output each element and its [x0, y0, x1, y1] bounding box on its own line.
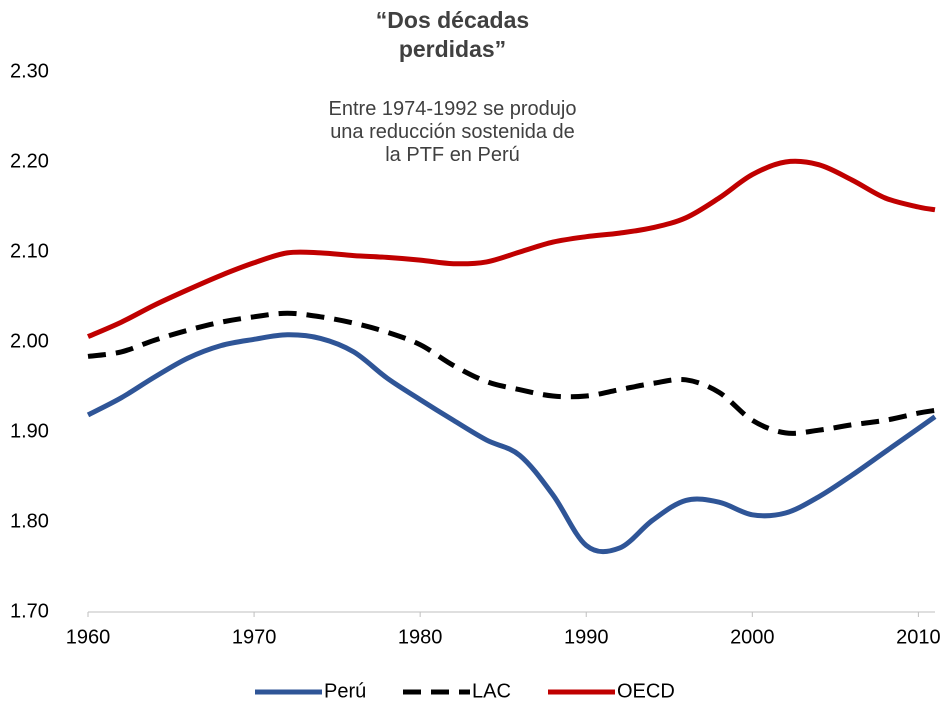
legend-label: OECD [617, 680, 675, 702]
legend-label: Perú [324, 680, 366, 702]
x-tick-label: 1970 [232, 626, 277, 648]
y-tick-label: 1.90 [10, 420, 49, 442]
chart-title: “Dos décadas perdidas” [375, 7, 530, 62]
series-line [87, 310, 936, 436]
legend-label: LAC [472, 680, 511, 702]
annotation: Entre 1974-1992 se produjo una reducción… [328, 98, 577, 166]
x-tick-label: 1990 [564, 626, 609, 648]
x-tick-label: 1960 [66, 626, 111, 648]
series-line [87, 158, 936, 339]
y-tick-label: 1.70 [10, 600, 49, 622]
x-tick-label: 1980 [398, 626, 443, 648]
y-tick-label: 2.20 [10, 150, 49, 172]
y-tick-label: 2.00 [10, 330, 49, 352]
x-tick-label: 2010 [896, 626, 941, 648]
y-tick-label: 2.10 [10, 240, 49, 262]
series-line [86, 332, 937, 555]
x-tick-label: 2000 [730, 626, 775, 648]
y-tick-label: 1.80 [10, 510, 49, 532]
y-tick-label: 2.30 [10, 60, 49, 82]
